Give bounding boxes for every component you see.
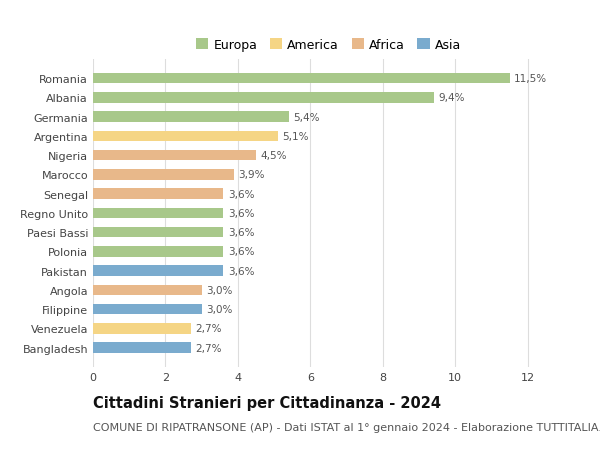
Text: COMUNE DI RIPATRANSONE (AP) - Dati ISTAT al 1° gennaio 2024 - Elaborazione TUTTI: COMUNE DI RIPATRANSONE (AP) - Dati ISTAT… [93,422,600,432]
Bar [93,151,256,161]
Text: 3,6%: 3,6% [228,189,254,199]
Text: 2,7%: 2,7% [195,324,221,334]
Text: 3,9%: 3,9% [239,170,265,180]
Bar [93,112,289,123]
Bar [93,131,278,142]
Text: 5,1%: 5,1% [282,132,308,141]
Text: 2,7%: 2,7% [195,343,221,353]
Bar [93,227,223,238]
Text: Cittadini Stranieri per Cittadinanza - 2024: Cittadini Stranieri per Cittadinanza - 2… [93,395,441,410]
Bar [93,208,223,219]
Bar [93,266,223,276]
Text: 5,4%: 5,4% [293,112,319,123]
Bar [93,246,223,257]
Text: 11,5%: 11,5% [514,74,547,84]
Text: 3,6%: 3,6% [228,266,254,276]
Text: 3,0%: 3,0% [206,285,232,295]
Text: 3,6%: 3,6% [228,247,254,257]
Legend: Europa, America, Africa, Asia: Europa, America, Africa, Asia [192,35,465,56]
Bar [93,189,223,200]
Text: 3,6%: 3,6% [228,228,254,238]
Bar [93,343,191,353]
Bar [93,304,202,315]
Bar [93,93,434,103]
Text: 9,4%: 9,4% [438,93,464,103]
Bar [93,285,202,296]
Text: 4,5%: 4,5% [260,151,287,161]
Bar [93,170,235,180]
Bar [93,73,509,84]
Bar [93,324,191,334]
Text: 3,0%: 3,0% [206,304,232,314]
Text: 3,6%: 3,6% [228,208,254,218]
